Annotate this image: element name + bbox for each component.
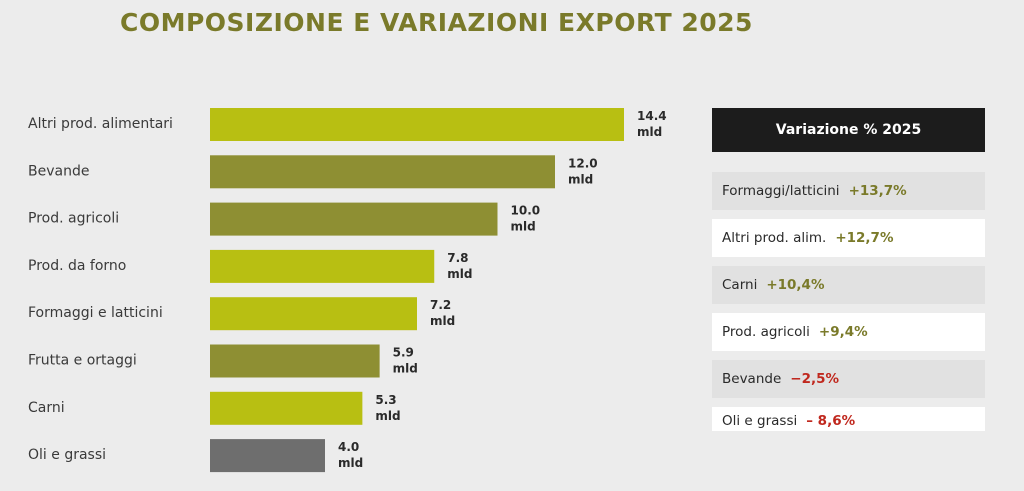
variation-row-label: Formaggi/latticini bbox=[722, 183, 840, 199]
bar-unit-label: mld bbox=[393, 362, 418, 376]
category-label: Bevande bbox=[28, 163, 89, 179]
variation-table-header: Variazione % 2025 bbox=[712, 108, 985, 152]
variation-row-value: +9,4% bbox=[818, 324, 868, 340]
bar-value-label: 12.0 bbox=[568, 156, 598, 170]
variation-row: Altri prod. alim. +12,7% bbox=[712, 219, 985, 257]
bar bbox=[210, 297, 417, 331]
variation-row-value: +13,7% bbox=[848, 183, 907, 199]
bar-value-label: 14.4 bbox=[637, 109, 667, 123]
variation-table: Variazione % 2025 Formaggi/latticini +13… bbox=[712, 108, 985, 431]
variation-row: Formaggi/latticini +13,7% bbox=[712, 172, 985, 210]
bar-unit-label: mld bbox=[338, 456, 363, 470]
bar-unit-label: mld bbox=[568, 172, 593, 186]
category-label: Prod. agricoli bbox=[28, 211, 119, 227]
category-label: Formaggi e latticini bbox=[28, 305, 163, 321]
bar-value-label: 5.9 bbox=[393, 346, 414, 360]
bar-value-label: 10.0 bbox=[511, 204, 541, 218]
bar-chart: Altri prod. alimentari 14.4 mld Bevande 12.0… bbox=[28, 108, 667, 473]
bar-value-label: 5.3 bbox=[375, 393, 396, 407]
bar-unit-label: mld bbox=[375, 409, 400, 423]
bar-unit-label: mld bbox=[511, 220, 536, 234]
bar-value-label: 7.8 bbox=[447, 251, 468, 265]
variation-row-value: – 8,6% bbox=[806, 413, 856, 429]
bar bbox=[210, 344, 380, 378]
variation-row-value: +12,7% bbox=[835, 230, 894, 246]
variation-row: Bevande −2,5% bbox=[712, 360, 985, 398]
bar-unit-label: mld bbox=[637, 125, 662, 139]
bar bbox=[210, 391, 363, 425]
category-label: Carni bbox=[28, 400, 65, 416]
category-label: Oli e grassi bbox=[28, 447, 106, 463]
bar bbox=[210, 155, 555, 189]
bar bbox=[210, 202, 498, 236]
variation-row-value: +10,4% bbox=[766, 277, 825, 293]
variation-row-value: −2,5% bbox=[790, 371, 840, 387]
chart-title: COMPOSIZIONE E VARIAZIONI EXPORT 2025 bbox=[120, 8, 753, 37]
variation-row: Oli e grassi – 8,6% bbox=[712, 407, 985, 431]
variation-row-label: Altri prod. alim. bbox=[722, 230, 827, 246]
variation-row-label: Carni bbox=[722, 277, 758, 293]
variation-row-label: Oli e grassi bbox=[722, 413, 798, 429]
bar-value-label: 4.0 bbox=[338, 440, 359, 454]
bar bbox=[210, 249, 435, 283]
bar-value-label: 7.2 bbox=[430, 298, 451, 312]
bar bbox=[210, 108, 624, 141]
variation-row-label: Prod. agricoli bbox=[722, 324, 810, 340]
category-label: Frutta e ortaggi bbox=[28, 353, 137, 369]
bar bbox=[210, 439, 325, 473]
category-label: Altri prod. alimentari bbox=[28, 116, 173, 132]
category-label: Prod. da forno bbox=[28, 258, 126, 274]
variation-row: Prod. agricoli +9,4% bbox=[712, 313, 985, 351]
bar-unit-label: mld bbox=[430, 314, 455, 328]
variation-row: Carni +10,4% bbox=[712, 266, 985, 304]
variation-row-label: Bevande bbox=[722, 371, 782, 387]
bar-unit-label: mld bbox=[447, 267, 472, 281]
